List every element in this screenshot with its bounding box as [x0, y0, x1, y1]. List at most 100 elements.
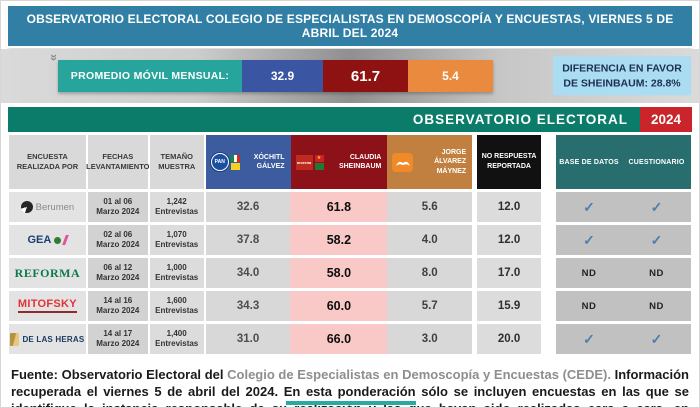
year-badge: 2024	[639, 107, 692, 132]
header-cuestionario: CUESTIONARIO	[628, 158, 685, 166]
cuestionario-check-icon: ✓	[650, 198, 663, 215]
source-note-cede: Colegio de Especialistas en Demoscopía y…	[227, 367, 611, 382]
dates-cell: 14 al 17 Marzo 2024	[87, 324, 148, 354]
cuestionario-nd-label: ND	[649, 267, 664, 279]
delasheras-icon	[10, 332, 20, 346]
dates-cell: 02 al 06 Marzo 2024	[87, 225, 148, 255]
header-sheinbaum: morena ★ CLAUDIA SHEINBAUM	[290, 135, 388, 189]
morena-logo-icon: morena	[295, 154, 313, 170]
dates-cell: 14 al 16 Marzo 2024	[87, 291, 148, 321]
galvez-value-cell: 34.3	[205, 291, 291, 321]
mc-logo-icon	[392, 152, 414, 172]
moving-average-strip: » PROMEDIO MÓVIL MENSUAL: 32.9 61.7 5.4 …	[1, 49, 699, 103]
candidate-name-galvez: XÓCHITL GÁLVEZ	[253, 153, 285, 170]
moving-average-bar: PROMEDIO MÓVIL MENSUAL: 32.9 61.7 5.4	[58, 60, 493, 92]
files-cell: ND ND	[556, 258, 692, 288]
sample-size: 1,000	[166, 262, 187, 272]
sheinbaum-value-cell: 58.0	[290, 258, 388, 288]
dates-range: 02 al 06	[103, 229, 133, 239]
maynez-value: 3.0	[421, 333, 438, 345]
pollster-cell: MITOFSKY	[9, 291, 86, 321]
header-files: BASE DE DATOS CUESTIONARIO	[556, 135, 691, 189]
galvez-value: 34.0	[236, 267, 260, 279]
reforma-logo: REFORMA	[14, 265, 81, 280]
pri-logo-icon	[230, 154, 240, 162]
files-cell: ✓ ✓	[556, 225, 692, 255]
pollster-cell: GEA	[9, 225, 86, 255]
pollster-name: GEA	[27, 234, 52, 246]
sheinbaum-value-cell: 66.0	[290, 324, 388, 354]
pt-logo-icon: ★	[314, 154, 324, 162]
sample-unit: Entrevistas	[155, 339, 199, 348]
no-resp-value: 12.0	[497, 234, 521, 246]
dates-month: Marzo 2024	[96, 240, 140, 249]
cuestionario-check-icon: ✓	[650, 231, 663, 248]
section-banner: OBSERVATORIO ELECTORAL 2024	[8, 107, 692, 132]
base-datos-nd-label: ND	[581, 300, 597, 312]
sheinbaum-value: 66.0	[326, 332, 352, 346]
no-resp-value-cell: 20.0	[477, 324, 542, 354]
header-base-datos: BASE DE DATOS	[559, 158, 619, 166]
sample-cell: 1,600 Entrevistas	[149, 291, 204, 321]
maynez-value: 8.0	[421, 267, 438, 279]
difference-callout: DIFERENCIA EN FAVOR DE SHEINBAUM: 28.8%	[553, 56, 691, 96]
sheinbaum-coalition-logos: morena ★	[291, 154, 324, 170]
pollster-name: DE LAS HERAS	[22, 334, 85, 344]
sample-cell: 1,242 Entrevistas	[149, 192, 204, 222]
maynez-party-logo	[387, 152, 414, 172]
no-resp-value: 20.0	[497, 333, 521, 345]
candidate-name-maynez: JORGE ÁLVAREZ MÁYNEZ	[434, 148, 467, 175]
polls-table: ENCUESTA REALIZADA POR FECHAS LEVANTAMIE…	[9, 135, 692, 354]
sheinbaum-value: 60.0	[326, 299, 352, 313]
base-datos-check-icon: ✓	[583, 231, 595, 248]
pollster-name: Berumen	[35, 201, 75, 213]
dates-range: 06 al 12	[103, 262, 133, 272]
maynez-value-cell: 3.0	[387, 324, 473, 354]
sample-size: 1,600	[166, 295, 187, 305]
header-dates: FECHAS LEVANTAMIENTO	[86, 135, 150, 189]
isa-icon	[62, 235, 70, 245]
galvez-value-cell: 31.0	[205, 324, 291, 354]
maynez-value-cell: 8.0	[387, 258, 473, 288]
dates-month: Marzo 2024	[96, 273, 140, 282]
avg-galvez-value: 32.9	[242, 60, 323, 92]
files-cell: ND ND	[556, 291, 692, 321]
sheinbaum-value: 58.0	[326, 266, 352, 280]
header-no-respuesta: NO RESPUESTA REPORTADA	[477, 135, 541, 189]
galvez-value-cell: 32.6	[205, 192, 291, 222]
sample-cell: 1,000 Entrevistas	[149, 258, 204, 288]
no-resp-value: 12.0	[497, 201, 521, 213]
berumen-icon	[20, 201, 33, 213]
no-resp-value: 15.9	[497, 300, 521, 312]
sample-unit: Entrevistas	[155, 240, 199, 249]
sample-cell: 1,400 Entrevistas	[149, 324, 204, 354]
table-row-delasheras: DE LAS HERAS 14 al 17 Marzo 2024 1,400 E…	[9, 324, 692, 354]
galvez-value-cell: 37.8	[205, 225, 291, 255]
pollster-cell: DE LAS HERAS	[9, 324, 86, 354]
sheinbaum-value: 58.2	[326, 233, 352, 247]
sample-cell: 1,070 Entrevistas	[149, 225, 204, 255]
base-datos-check-icon: ✓	[583, 198, 595, 215]
sheinbaum-value-cell: 60.0	[290, 291, 388, 321]
galvez-value: 37.8	[236, 234, 260, 246]
cuestionario-check-icon: ✓	[650, 330, 663, 347]
mitofsky-logo: MITOFSKY	[17, 299, 77, 313]
pvem-logo-icon	[314, 162, 324, 170]
base-datos-nd-label: ND	[581, 267, 597, 279]
header-pollster: ENCUESTA REALIZADA POR	[9, 135, 86, 189]
maynez-value: 4.0	[421, 234, 438, 246]
sheinbaum-value-cell: 61.8	[290, 192, 388, 222]
difference-line1: DIFERENCIA EN FAVOR	[562, 62, 682, 75]
sample-size: 1,242	[166, 196, 187, 206]
dates-range: 01 al 06	[103, 196, 133, 206]
files-cell: ✓ ✓	[556, 324, 692, 354]
galvez-value: 34.3	[236, 300, 260, 312]
dates-month: Marzo 2024	[96, 339, 140, 348]
dates-month: Marzo 2024	[96, 207, 140, 216]
maynez-value: 5.7	[421, 300, 438, 312]
gea-icon	[54, 236, 62, 244]
prd-logo-icon	[230, 162, 240, 170]
sample-size: 1,070	[166, 229, 187, 239]
berumen-logo: Berumen	[20, 201, 75, 213]
